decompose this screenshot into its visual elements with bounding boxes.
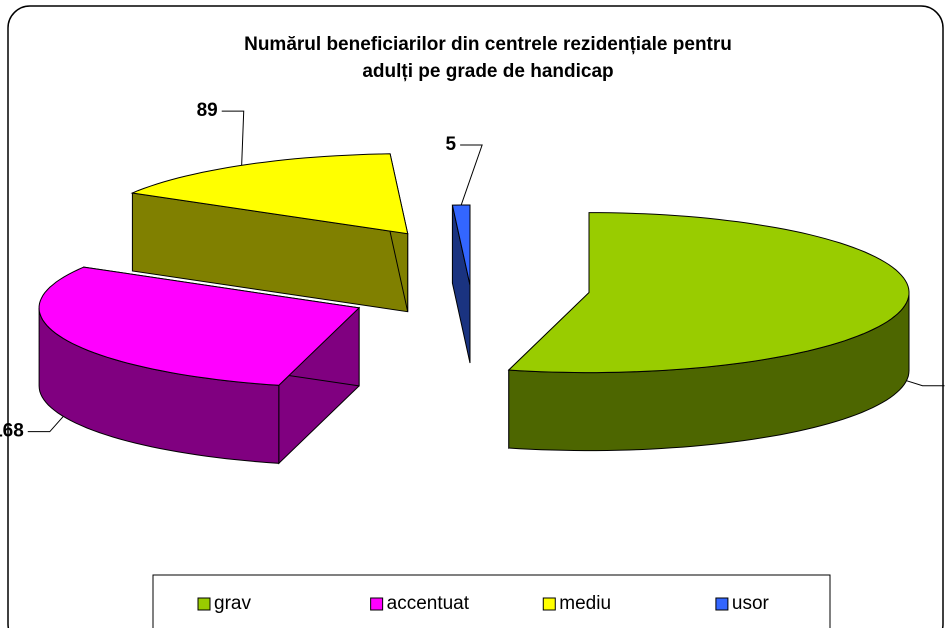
legend-box xyxy=(152,574,831,628)
legend-label: grav xyxy=(214,593,251,614)
plot: 895308168 xyxy=(0,100,949,465)
pie-slice xyxy=(38,266,361,465)
chart-title: adulți pe grade de handicap xyxy=(362,61,613,82)
leader-line xyxy=(27,416,64,433)
pie-slice xyxy=(130,153,409,313)
leader-line xyxy=(460,144,483,206)
legend-label: usor xyxy=(732,593,770,614)
legend: grav accentuat mediu usor xyxy=(197,593,770,614)
legend-swatch xyxy=(370,597,384,611)
data-label: 89 xyxy=(197,100,218,121)
pie-slice xyxy=(507,212,910,452)
legend-swatch xyxy=(715,597,729,611)
slice-top xyxy=(38,266,361,386)
slice-top xyxy=(507,212,910,374)
data-label: 168 xyxy=(0,421,24,442)
legend-swatch xyxy=(542,597,556,611)
legend-swatch xyxy=(197,597,211,611)
leader-line xyxy=(906,380,945,387)
chart-title: Numărul beneficiarilor din centrele rezi… xyxy=(244,34,732,55)
leader-line xyxy=(221,110,245,166)
legend-label: mediu xyxy=(559,593,611,614)
data-label: 5 xyxy=(446,134,457,155)
legend-label: accentuat xyxy=(387,593,470,614)
